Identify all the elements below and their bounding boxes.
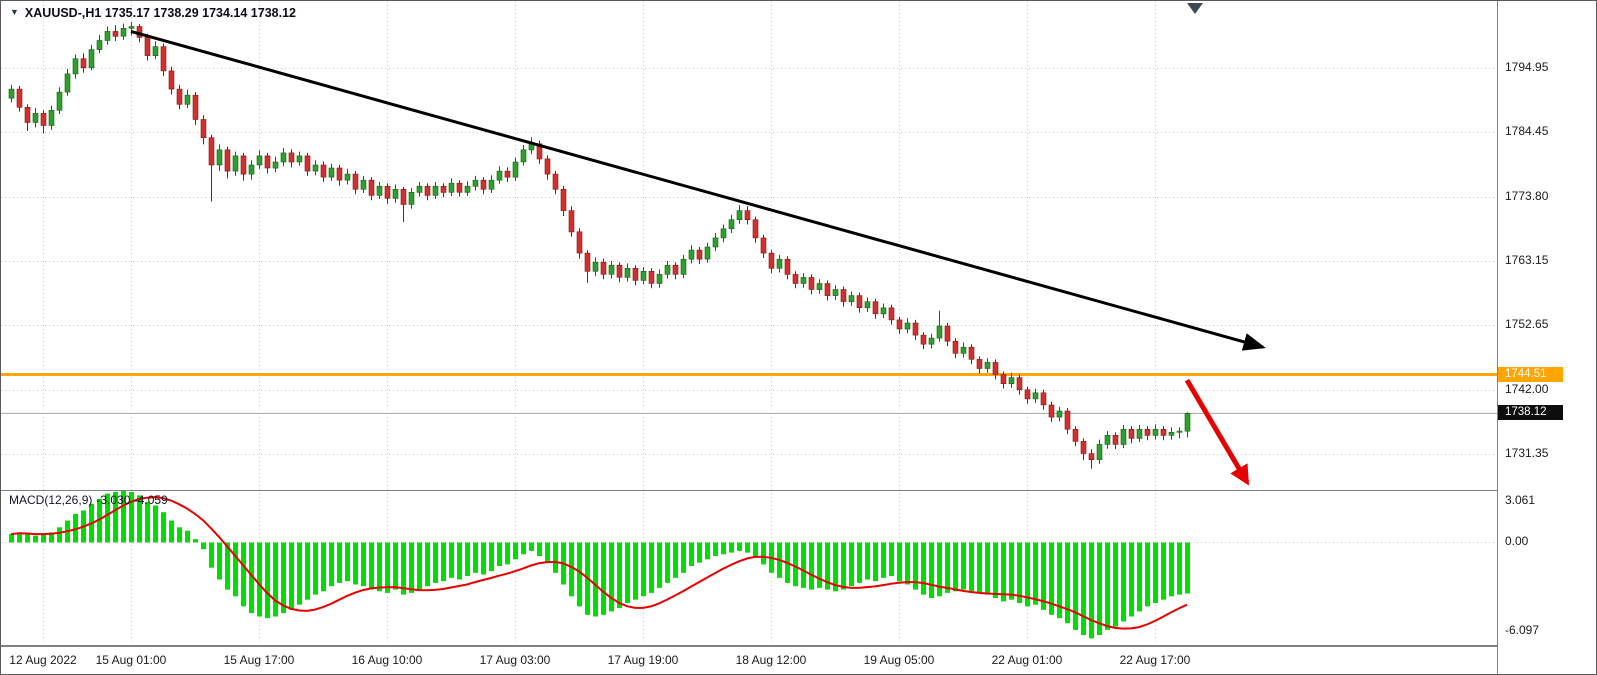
time-tick-label: 15 Aug 01:00 [95, 653, 167, 667]
price-tick-label: 1731.35 [1505, 446, 1549, 460]
chart-title: ▼ XAUUSD-,H1 1735.17 1738.29 1734.14 1738… [10, 6, 296, 20]
price-tick-label: 1763.15 [1505, 253, 1549, 267]
macd-tick-label: 3.061 [1505, 493, 1536, 507]
symbol-dropdown-icon[interactable]: ▼ [10, 7, 19, 17]
price-tick-label: 1784.45 [1505, 124, 1549, 138]
price-tick-label: 1742.00 [1505, 382, 1549, 396]
time-tick-label: 17 Aug 19:00 [607, 653, 679, 667]
time-tick-label: 16 Aug 10:00 [351, 653, 423, 667]
macd-tick-label: -6.097 [1505, 623, 1540, 637]
chart-shift-marker-icon[interactable] [1187, 3, 1203, 14]
macd-signal-line [10, 496, 1188, 630]
down-arrow-annotation[interactable] [1184, 378, 1250, 486]
candlestick-series [8, 22, 1191, 469]
chart-plot-area[interactable] [1, 1, 1498, 647]
trendline-annotation[interactable] [130, 29, 1266, 351]
price-tick-label: 1773.80 [1505, 189, 1549, 203]
price-tick-label: 1794.95 [1505, 60, 1549, 74]
panel-separators [1, 490, 1498, 646]
macd-values-label: -3.030 -4.059 [96, 493, 168, 507]
time-tick-label: 19 Aug 05:00 [863, 653, 935, 667]
macd-indicator-label: MACD(12,26,9) -3.030 -4.059 [9, 493, 172, 507]
time-tick-label: 22 Aug 17:00 [1119, 653, 1191, 667]
current-price-badge: 1738.12 [1498, 405, 1563, 420]
price-tick-label: 1752.65 [1505, 317, 1549, 331]
time-tick-label: 18 Aug 12:00 [735, 653, 807, 667]
time-tick-label: 15 Aug 17:00 [223, 653, 295, 667]
macd-tick-label: 0.00 [1505, 534, 1529, 548]
symbol-period-label: XAUUSD-,H1 [24, 6, 102, 20]
macd-name-label: MACD(12,26,9) [9, 493, 93, 507]
time-tick-label: 22 Aug 01:00 [991, 653, 1063, 667]
time-axis[interactable]: 12 Aug 2022 15 Aug 01:00 15 Aug 17:00 16 Au… [1, 646, 1497, 674]
price-axis[interactable]: 1794.95 1784.45 1773.80 1763.15 1752.65 1742.… [1497, 1, 1596, 674]
macd-histogram [9, 491, 1190, 639]
time-tick-label: 12 Aug 2022 [9, 653, 77, 667]
time-tick-label: 17 Aug 03:00 [479, 653, 551, 667]
hline-price-badge: 1744.51 [1498, 367, 1563, 382]
ohlc-values-label: 1735.17 1738.29 1734.14 1738.12 [104, 6, 296, 20]
